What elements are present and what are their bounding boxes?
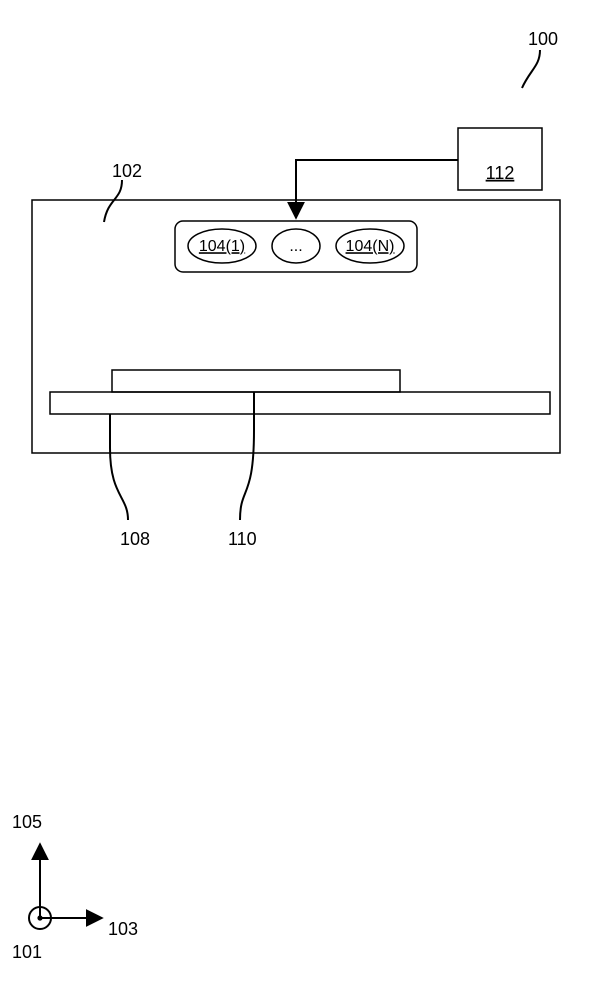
- label-main: 102: [112, 161, 142, 181]
- lead-main: [104, 180, 122, 222]
- label-axis-x: 103: [108, 919, 138, 939]
- label-axis-y: 105: [12, 812, 42, 832]
- label-axis-z: 101: [12, 942, 42, 962]
- platform-box: [50, 392, 550, 414]
- lead-stage: [240, 430, 254, 520]
- arrow-external-to-nodes: [296, 160, 458, 218]
- lead-fig: [522, 50, 540, 88]
- node-label-n: 104(N): [346, 238, 395, 255]
- lead-platform: [110, 448, 128, 520]
- stage-box: [112, 370, 400, 392]
- node-label-1: 104(1): [199, 238, 245, 255]
- node-label-mid: ...: [289, 238, 302, 255]
- label-stage: 110: [228, 529, 257, 549]
- label-external: 112: [486, 163, 515, 183]
- axis-z-dot: [37, 915, 42, 920]
- label-fig: 100: [528, 29, 558, 49]
- label-platform: 108: [120, 529, 150, 549]
